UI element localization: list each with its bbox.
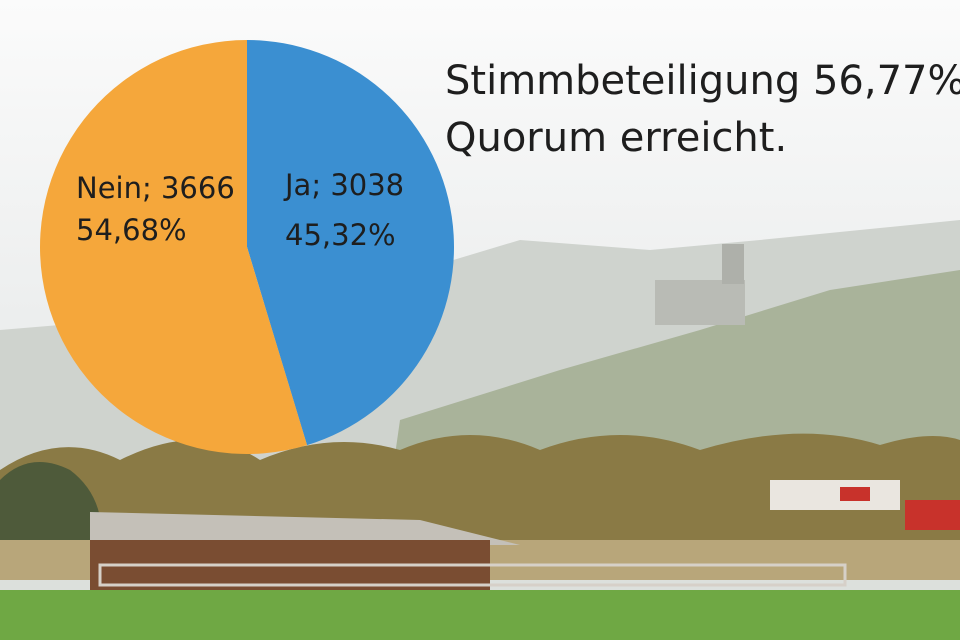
slice-percent: 54,68% <box>76 213 187 247</box>
slice-label: Ja; 3038 <box>283 168 404 202</box>
pie-slice <box>247 40 455 446</box>
pie <box>40 40 455 454</box>
slice-percent: 45,32% <box>285 218 396 252</box>
labels: Ja; 3038 45,32% Nein; 3666 54,68% Stimmbetei… <box>76 58 960 252</box>
annotation: Stimmbeteiligung 56,77% <box>445 58 960 104</box>
pie-slice <box>40 40 308 454</box>
annotation: Quorum erreicht. <box>445 115 787 161</box>
slice-label: Nein; 3666 <box>76 171 235 205</box>
